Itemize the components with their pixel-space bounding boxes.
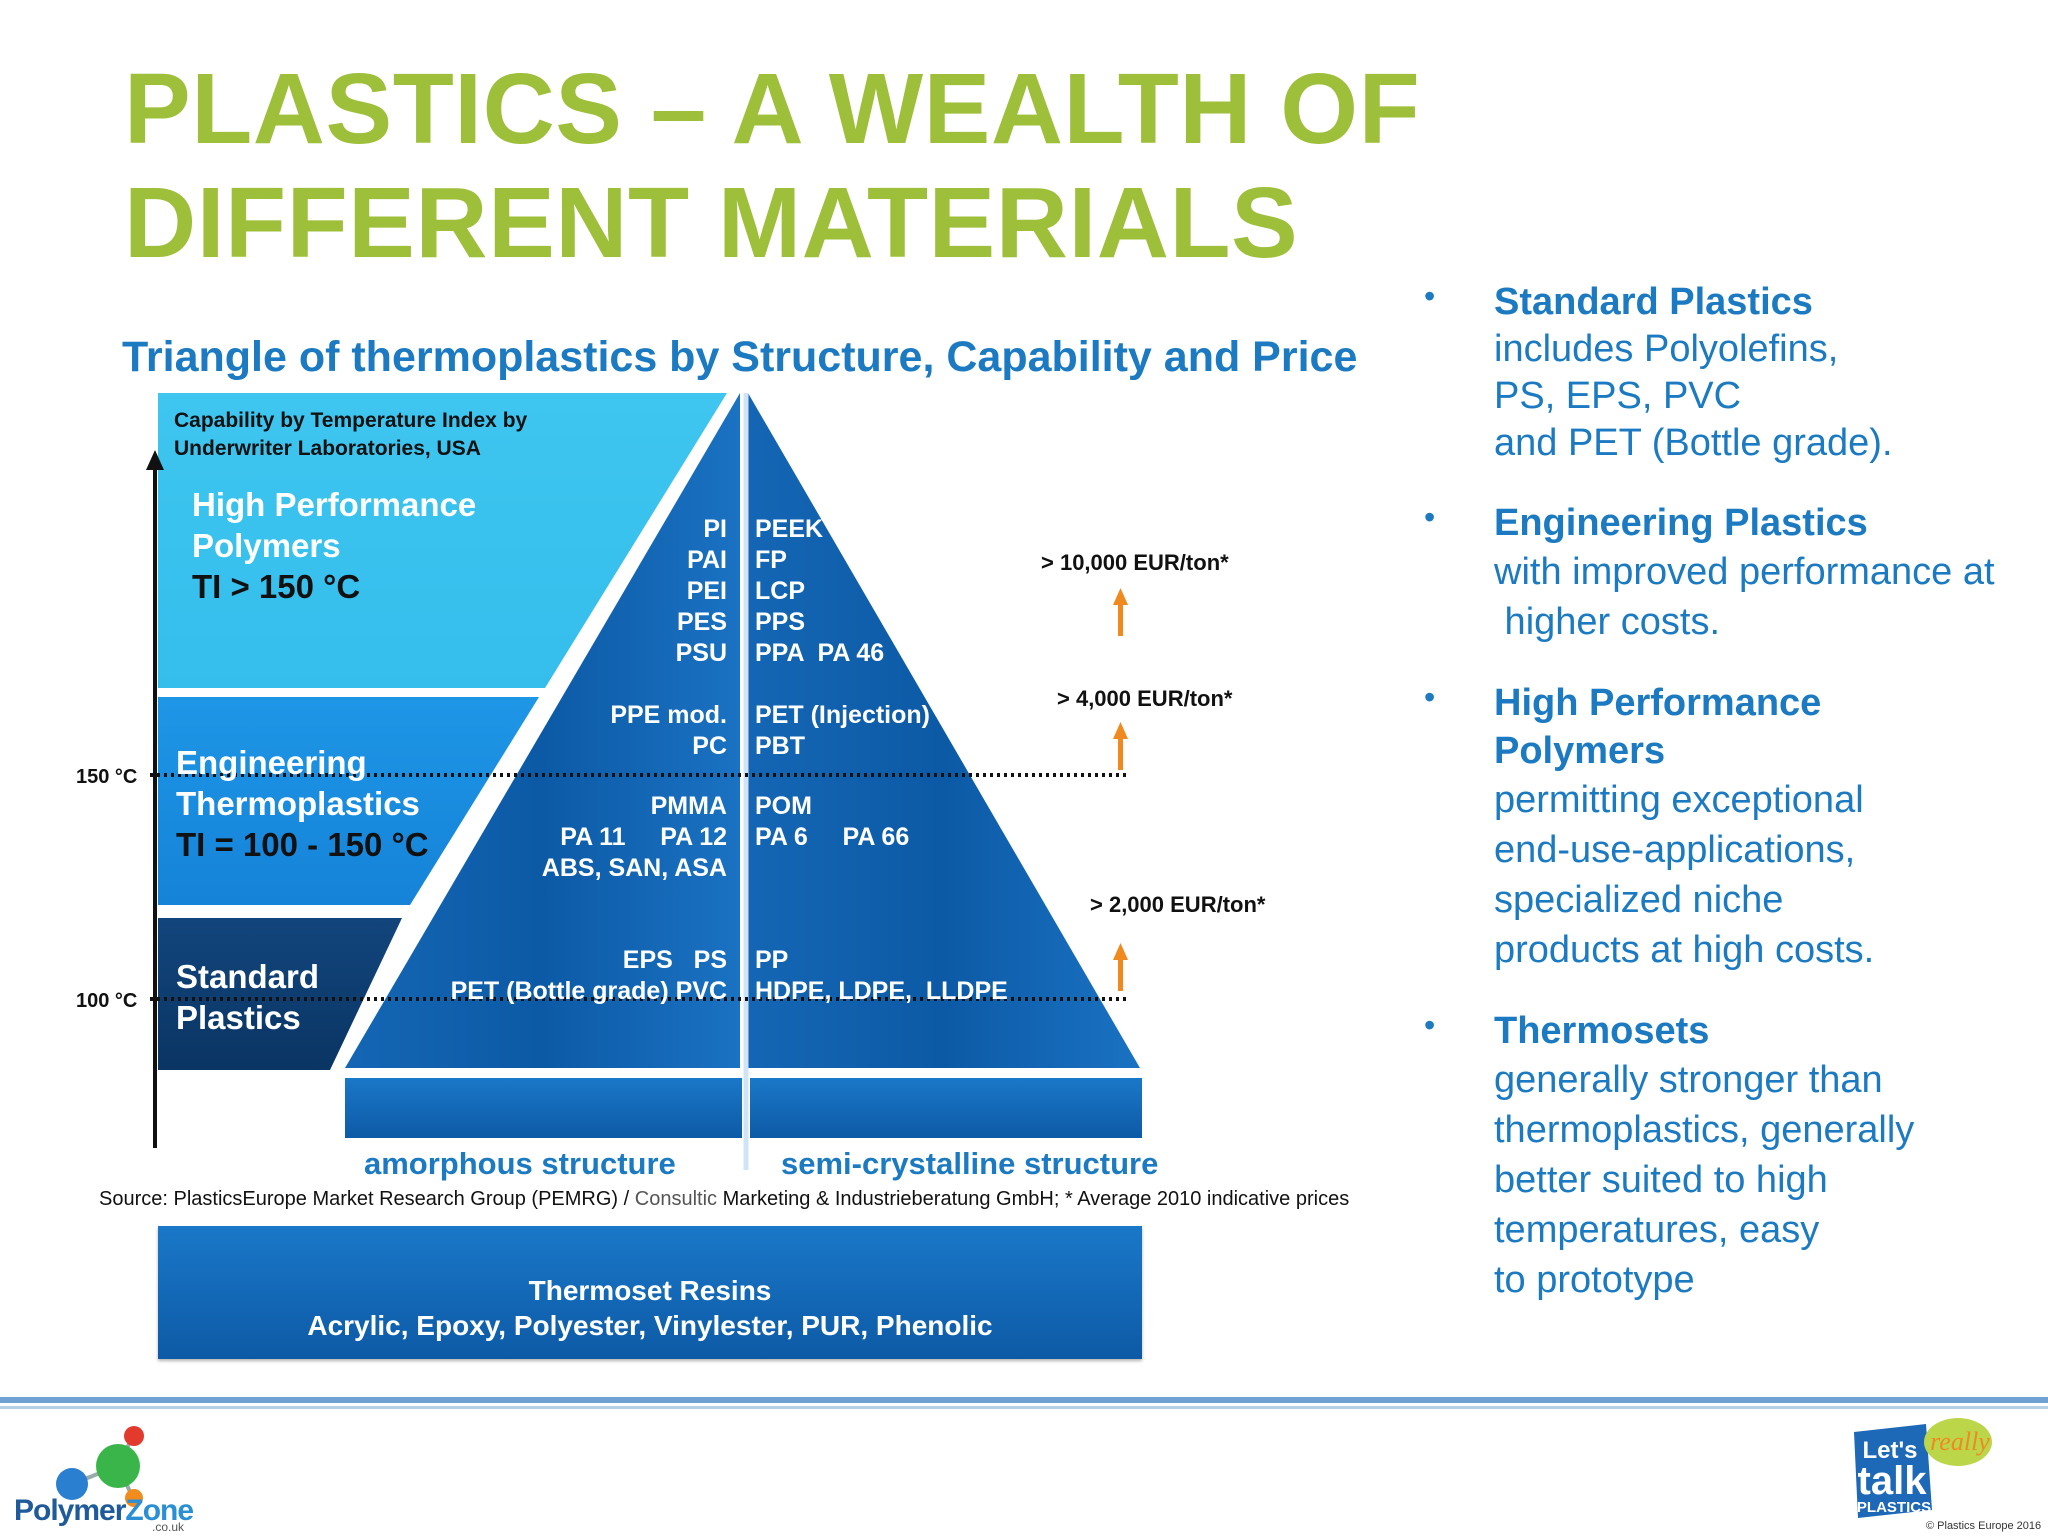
footer-divider-light: [0, 1406, 2048, 1409]
ltp-talk-text: talk: [1858, 1459, 1928, 1503]
materials-amorphous-eng: PPE mod. PC: [610, 701, 727, 760]
price-arrow-1: [1113, 588, 1128, 636]
thermoset-resins-box: Thermoset Resins Acrylic, Epoxy, Polyest…: [158, 1226, 1142, 1359]
bullet-high-performance: • High Performance Polymers permitting e…: [1424, 679, 1875, 971]
band-label-engineering: Engineering Thermoplastics TI = 100 - 15…: [176, 744, 429, 863]
amorphous-structure-label: amorphous structure: [364, 1146, 676, 1181]
triangle-amorphous: [345, 393, 740, 1068]
band-high-performance: [158, 393, 727, 688]
price-label-high: > 10,000 EUR/ton*: [1041, 550, 1229, 575]
temp-label-100: 100 °C: [76, 990, 138, 1012]
materials-semi-std: PP HDPE, LDPE, LLDPE: [755, 946, 1008, 1005]
materials-amorphous-mid: PMMA PA 11 PA 12 ABS, SAN, ASA: [541, 792, 727, 882]
triangle-base-left: [345, 1078, 742, 1138]
source-note: Source: PlasticsEurope Market Research G…: [99, 1188, 1350, 1210]
band-label-standard: Standard Plastics: [176, 958, 320, 1036]
diagram-subtitle: Triangle of thermoplastics by Structure,…: [122, 333, 1358, 381]
band-ti-engineering: TI = 100 - 150 °C: [176, 826, 429, 863]
price-arrow-3: [1113, 943, 1128, 991]
polymerzone-molecule-icon: [56, 1426, 144, 1507]
ltp-really-text: really: [1930, 1427, 1990, 1456]
band-standard: [158, 918, 402, 1070]
polymerzone-logo-text: PolymerZone: [14, 1494, 194, 1527]
thermoplastics-triangle-diagram: [146, 393, 1142, 1170]
materials-amorphous-high: PI PAI PEI PES PSU: [675, 515, 727, 667]
materials-semi-high: PEEK FP LCP PPS PPA PA 46: [755, 515, 885, 667]
thermoset-title: Thermoset Resins: [528, 1275, 772, 1306]
ltp-lets-text: Let's: [1862, 1437, 1917, 1464]
price-label-eng: > 4,000 EUR/ton*: [1057, 686, 1233, 711]
bullet-thermosets: • Thermosets generally stronger than the…: [1424, 1007, 1915, 1301]
materials-semi-eng: PET (Injection) PBT: [755, 701, 930, 760]
bullet-list: • Standard Plastics includes Polyolefins…: [1424, 278, 2024, 1305]
triangle-semi-crystalline: [748, 393, 1140, 1068]
copyright: © Plastics Europe 2016: [1926, 1520, 2042, 1532]
bullet-glyph: •: [1424, 278, 1436, 314]
materials-amorphous-std: EPS PS PET (Bottle grade) PVC: [450, 946, 727, 1005]
bullet-glyph: •: [1424, 679, 1436, 715]
page-title: PLASTICS – A WEALTH OF DIFFERENT MATERIA…: [124, 52, 1420, 280]
polymerzone-logo-domain: .co.uk: [152, 1520, 185, 1534]
lets-talk-plastics-logo: really Let's talk PLASTICS: [1854, 1418, 1992, 1518]
title-line-1: PLASTICS – A WEALTH OF: [124, 53, 1421, 165]
materials-semi-mid: POM PA 6 PA 66: [755, 792, 910, 851]
bullet-standard-plastics: • Standard Plastics includes Polyolefins…: [1424, 278, 1893, 464]
footer-divider: [0, 1397, 2048, 1403]
price-label-std: > 2,000 EUR/ton*: [1090, 892, 1266, 917]
band-engineering: [158, 697, 539, 905]
semi-crystalline-structure-label: semi-crystalline structure: [781, 1146, 1159, 1181]
ltp-plastics-text: PLASTICS: [1857, 1499, 1931, 1516]
capability-axis-label: Capability by Temperature Index by Under…: [174, 409, 528, 460]
band-label-high-performance: High Performance Polymers TI > 150 °C: [192, 486, 477, 605]
bullet-glyph: •: [1424, 499, 1436, 535]
triangle-base-right: [750, 1078, 1142, 1138]
temp-label-150: 150 °C: [76, 766, 138, 788]
capability-axis-arrowhead: [146, 450, 164, 470]
bullet-engineering-plastics: • Engineering Plastics with improved per…: [1424, 499, 1995, 643]
title-line-2: DIFFERENT MATERIALS: [124, 167, 1299, 279]
band-ti-high: TI > 150 °C: [192, 568, 361, 605]
price-arrow-2: [1113, 722, 1128, 770]
bullet-glyph: •: [1424, 1007, 1436, 1043]
thermoset-items: Acrylic, Epoxy, Polyester, Vinylester, P…: [307, 1310, 993, 1341]
